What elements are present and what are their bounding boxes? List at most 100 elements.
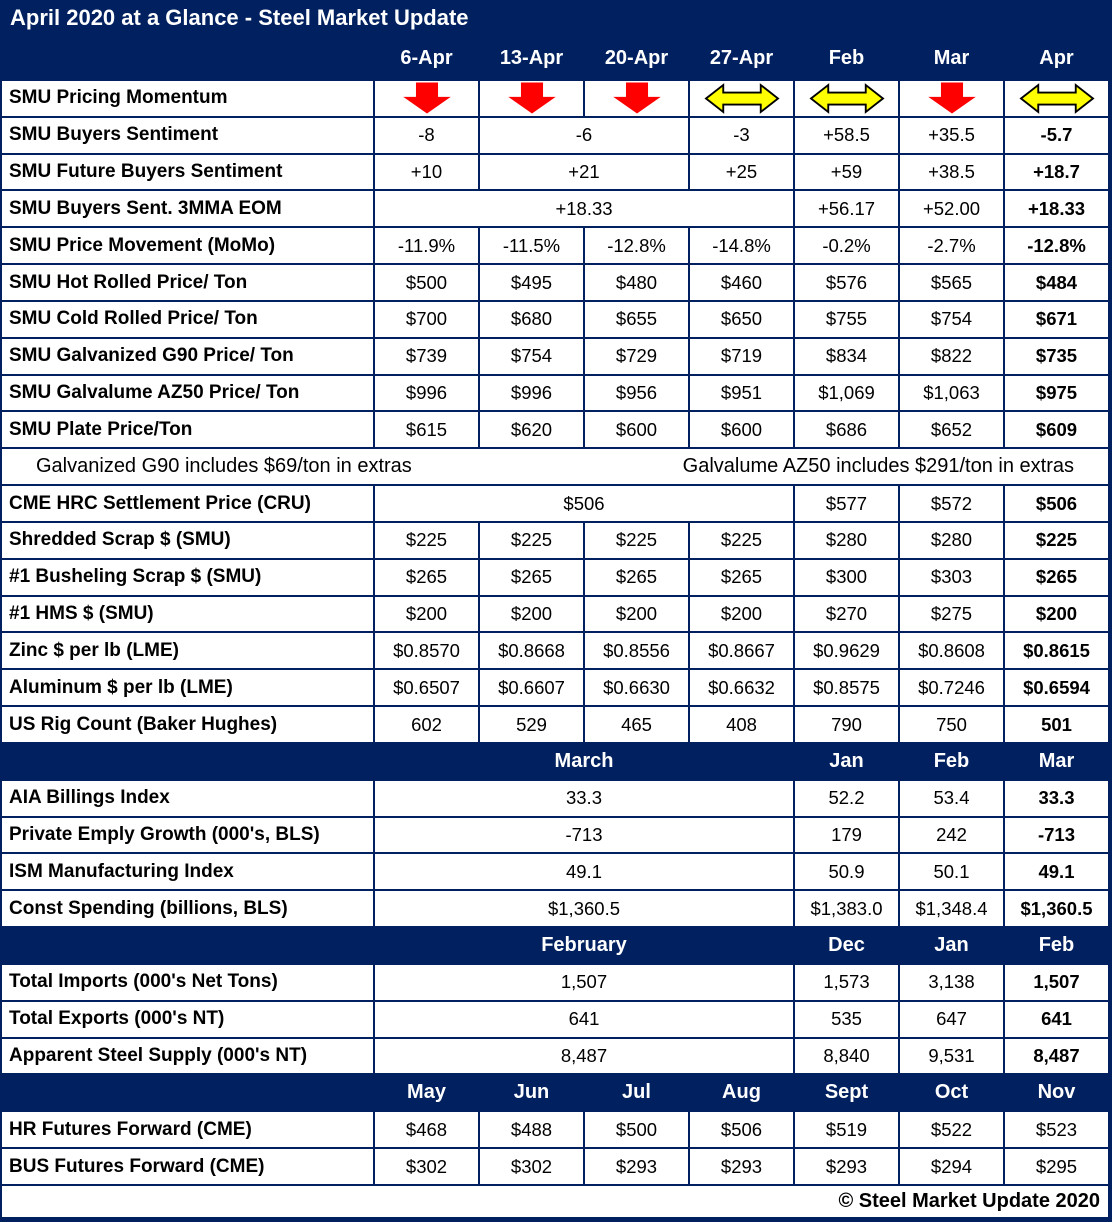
value-cell: $1,069 (795, 375, 898, 411)
row-label: CME HRC Settlement Price (CRU) (2, 486, 373, 521)
value-cell: $302 (480, 1149, 583, 1184)
value-cell: 49.1 (1005, 854, 1108, 890)
value-cell: $729 (585, 338, 688, 374)
value-cell: $975 (1005, 375, 1108, 411)
row-label: SMU Buyers Sentiment (2, 117, 373, 153)
value-cell: -3 (690, 117, 793, 153)
momentum-cell (690, 81, 793, 116)
value-cell: -12.8% (1005, 228, 1108, 264)
value-cell: -11.5% (480, 228, 583, 264)
value-cell: $519 (795, 1112, 898, 1148)
value-cell: $600 (690, 412, 793, 448)
value-cell: $652 (900, 412, 1003, 448)
value-cell: +38.5 (900, 154, 1003, 190)
value-cell: 50.1 (900, 854, 1003, 890)
value-cell: 1,573 (795, 964, 898, 1000)
value-cell: $200 (585, 596, 688, 632)
row-label: Const Spending (billions, BLS) (2, 891, 373, 927)
value-cell: $460 (690, 265, 793, 300)
value-cell: $280 (900, 522, 1003, 558)
value-cell: 790 (795, 707, 898, 742)
section-header-cell: Aug (690, 1075, 793, 1111)
value-cell: $0.9629 (795, 633, 898, 669)
row-label: Private Emply Growth (000's, BLS) (2, 817, 373, 853)
value-cell: $0.8615 (1005, 633, 1108, 669)
value-cell: $576 (795, 265, 898, 300)
section-header-cell: Jan (900, 928, 1003, 963)
value-cell: +25 (690, 154, 793, 190)
section-header-cell: May (375, 1075, 478, 1111)
value-cell: 3,138 (900, 964, 1003, 1000)
value-cell: $650 (690, 301, 793, 337)
row-label: SMU Hot Rolled Price/ Ton (2, 265, 373, 300)
value-cell: $200 (375, 596, 478, 632)
value-cell: $620 (480, 412, 583, 448)
value-cell: $468 (375, 1112, 478, 1148)
value-cell: -2.7% (900, 228, 1003, 264)
value-cell: $755 (795, 301, 898, 337)
row-label: US Rig Count (Baker Hughes) (2, 707, 373, 742)
value-cell: 49.1 (375, 854, 793, 890)
value-cell: $200 (690, 596, 793, 632)
momentum-cell (480, 81, 583, 116)
value-cell: $225 (375, 522, 478, 558)
value-cell: $671 (1005, 301, 1108, 337)
value-cell: $270 (795, 596, 898, 632)
value-cell: $0.6507 (375, 670, 478, 706)
value-cell: 179 (795, 817, 898, 853)
copyright: © Steel Market Update 2020 (2, 1185, 1108, 1217)
value-cell: $951 (690, 375, 793, 411)
value-cell: $0.8570 (375, 633, 478, 669)
row-label: SMU Galvanized G90 Price/ Ton (2, 338, 373, 374)
value-cell: $295 (1005, 1149, 1108, 1184)
momentum-down-arrow-icon (921, 82, 983, 114)
value-cell: $495 (480, 265, 583, 300)
value-cell: +52.00 (900, 191, 1003, 227)
value-cell: $1,360.5 (1005, 891, 1108, 927)
value-cell: 8,840 (795, 1038, 898, 1074)
row-label: SMU Cold Rolled Price/ Ton (2, 301, 373, 337)
value-cell: $1,348.4 (900, 891, 1003, 927)
value-cell: 33.3 (375, 780, 793, 816)
value-cell: $0.8556 (585, 633, 688, 669)
value-cell: $680 (480, 301, 583, 337)
section-header-cell: Jul (585, 1075, 688, 1111)
value-cell: 50.9 (795, 854, 898, 890)
row-label: Total Imports (000's Net Tons) (2, 964, 373, 1000)
section-spacer-cell (2, 1075, 373, 1111)
momentum-cell (585, 81, 688, 116)
value-cell: $265 (1005, 559, 1108, 595)
value-cell: $0.8575 (795, 670, 898, 706)
value-cell: $280 (795, 522, 898, 558)
value-cell: $834 (795, 338, 898, 374)
value-cell: -11.9% (375, 228, 478, 264)
column-header: Apr (1005, 38, 1108, 79)
momentum-sideways-arrow-icon (806, 82, 888, 115)
row-label: Aluminum $ per lb (LME) (2, 670, 373, 706)
section-header-cell: Jun (480, 1075, 583, 1111)
section-header-cell: Sept (795, 1075, 898, 1111)
row-label: AIA Billings Index (2, 780, 373, 816)
row-label: Zinc $ per lb (LME) (2, 633, 373, 669)
row-label: SMU Future Buyers Sentiment (2, 154, 373, 190)
value-cell: 750 (900, 707, 1003, 742)
row-label: SMU Plate Price/Ton (2, 412, 373, 448)
row-label: Shredded Scrap $ (SMU) (2, 522, 373, 558)
value-cell: 647 (900, 1001, 1003, 1037)
value-cell: $265 (585, 559, 688, 595)
value-cell: $686 (795, 412, 898, 448)
value-cell: $565 (900, 265, 1003, 300)
value-cell: $739 (375, 338, 478, 374)
momentum-cell (900, 81, 1003, 116)
value-cell: 408 (690, 707, 793, 742)
value-cell: 52.2 (795, 780, 898, 816)
value-cell: $996 (480, 375, 583, 411)
extras-note-row: Galvanized G90 includes $69/ton in extra… (2, 449, 1108, 485)
value-cell: $0.8667 (690, 633, 793, 669)
section-spacer-cell (2, 743, 373, 779)
momentum-down-arrow-icon (501, 82, 563, 114)
section-header-cell: Oct (900, 1075, 1003, 1111)
value-cell: $522 (900, 1112, 1003, 1148)
value-cell: $293 (690, 1149, 793, 1184)
value-cell: -713 (375, 817, 793, 853)
